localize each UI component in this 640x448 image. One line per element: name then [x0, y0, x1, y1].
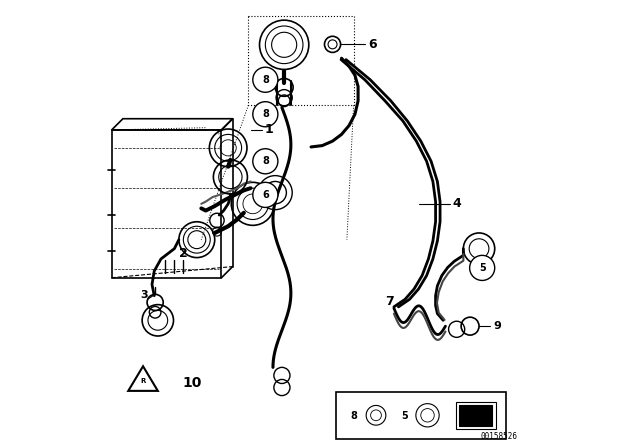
Bar	[112, 130, 221, 278]
Text: 8: 8	[262, 156, 269, 166]
Text: 4: 4	[452, 197, 461, 211]
Text: 8: 8	[262, 75, 269, 85]
Text: 5: 5	[402, 411, 408, 421]
Text: 8: 8	[350, 411, 357, 421]
Text: 6: 6	[369, 38, 377, 51]
Text: 00158526: 00158526	[481, 432, 518, 441]
Bar	[336, 392, 506, 439]
Text: R: R	[140, 378, 146, 384]
Bar	[456, 402, 495, 429]
Text: 9: 9	[493, 321, 501, 331]
Bar	[459, 405, 493, 426]
Text: 3: 3	[141, 290, 148, 300]
Text: 8: 8	[262, 109, 269, 119]
Circle shape	[470, 255, 495, 280]
Text: 6: 6	[262, 190, 269, 200]
Circle shape	[253, 182, 278, 207]
Text: 7: 7	[385, 294, 394, 308]
Circle shape	[253, 149, 278, 174]
Text: 10: 10	[182, 376, 202, 390]
Circle shape	[253, 67, 278, 92]
Bar	[248, 16, 354, 105]
Circle shape	[253, 102, 278, 127]
Text: 5: 5	[479, 263, 486, 273]
Text: 2: 2	[179, 246, 188, 260]
Text: 1: 1	[264, 123, 273, 137]
